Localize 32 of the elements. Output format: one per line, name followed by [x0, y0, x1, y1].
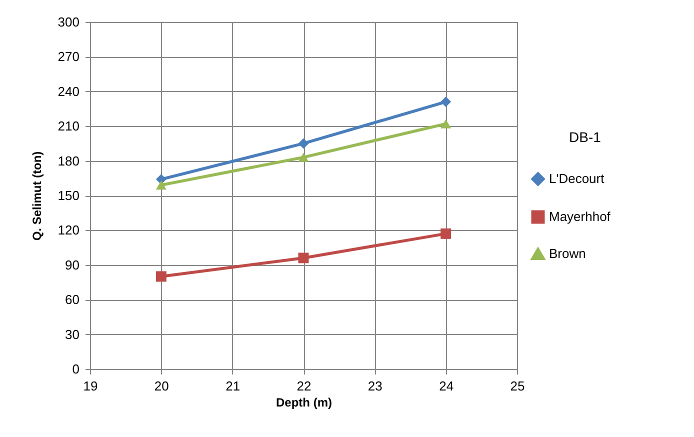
x-tick-label: 24 [439, 378, 454, 394]
x-tick-label: 22 [296, 378, 312, 394]
y-tick-label: 60 [65, 292, 80, 308]
legend-label: L'Decourt [549, 171, 605, 186]
x-tick-label: 25 [510, 378, 525, 394]
point [440, 228, 452, 239]
point [440, 96, 452, 108]
x-tick-label: 23 [368, 378, 382, 394]
y-tick-label: 270 [58, 49, 80, 64]
x-tick-label: 19 [83, 378, 98, 394]
y-tick-label: 30 [65, 326, 80, 342]
text: DB-1 [569, 129, 602, 145]
x-tick-label: 21 [226, 378, 240, 394]
y-tick-label: 0 [72, 362, 80, 376]
y-tick-label: 180 [58, 153, 80, 168]
x-tick-label: 20 [154, 378, 169, 394]
y-tick-label: 240 [58, 84, 80, 99]
x-axis-title: Depth (m) [276, 396, 332, 410]
point [298, 152, 309, 162]
point [298, 252, 309, 264]
legend-label: Mayerhhof [549, 209, 611, 224]
point [156, 180, 166, 190]
y-tick-label: 150 [58, 188, 80, 203]
point [440, 119, 452, 128]
y-tick-label: 120 [58, 222, 80, 238]
point [298, 138, 309, 149]
y-axis-title: Q. Selimut (ton) [30, 151, 44, 241]
point [156, 271, 166, 282]
legend-label: Brown [549, 246, 586, 261]
y-tick-label: 300 [58, 14, 80, 30]
y-tick-label: 210 [58, 118, 80, 134]
y-tick-label: 90 [65, 257, 80, 272]
